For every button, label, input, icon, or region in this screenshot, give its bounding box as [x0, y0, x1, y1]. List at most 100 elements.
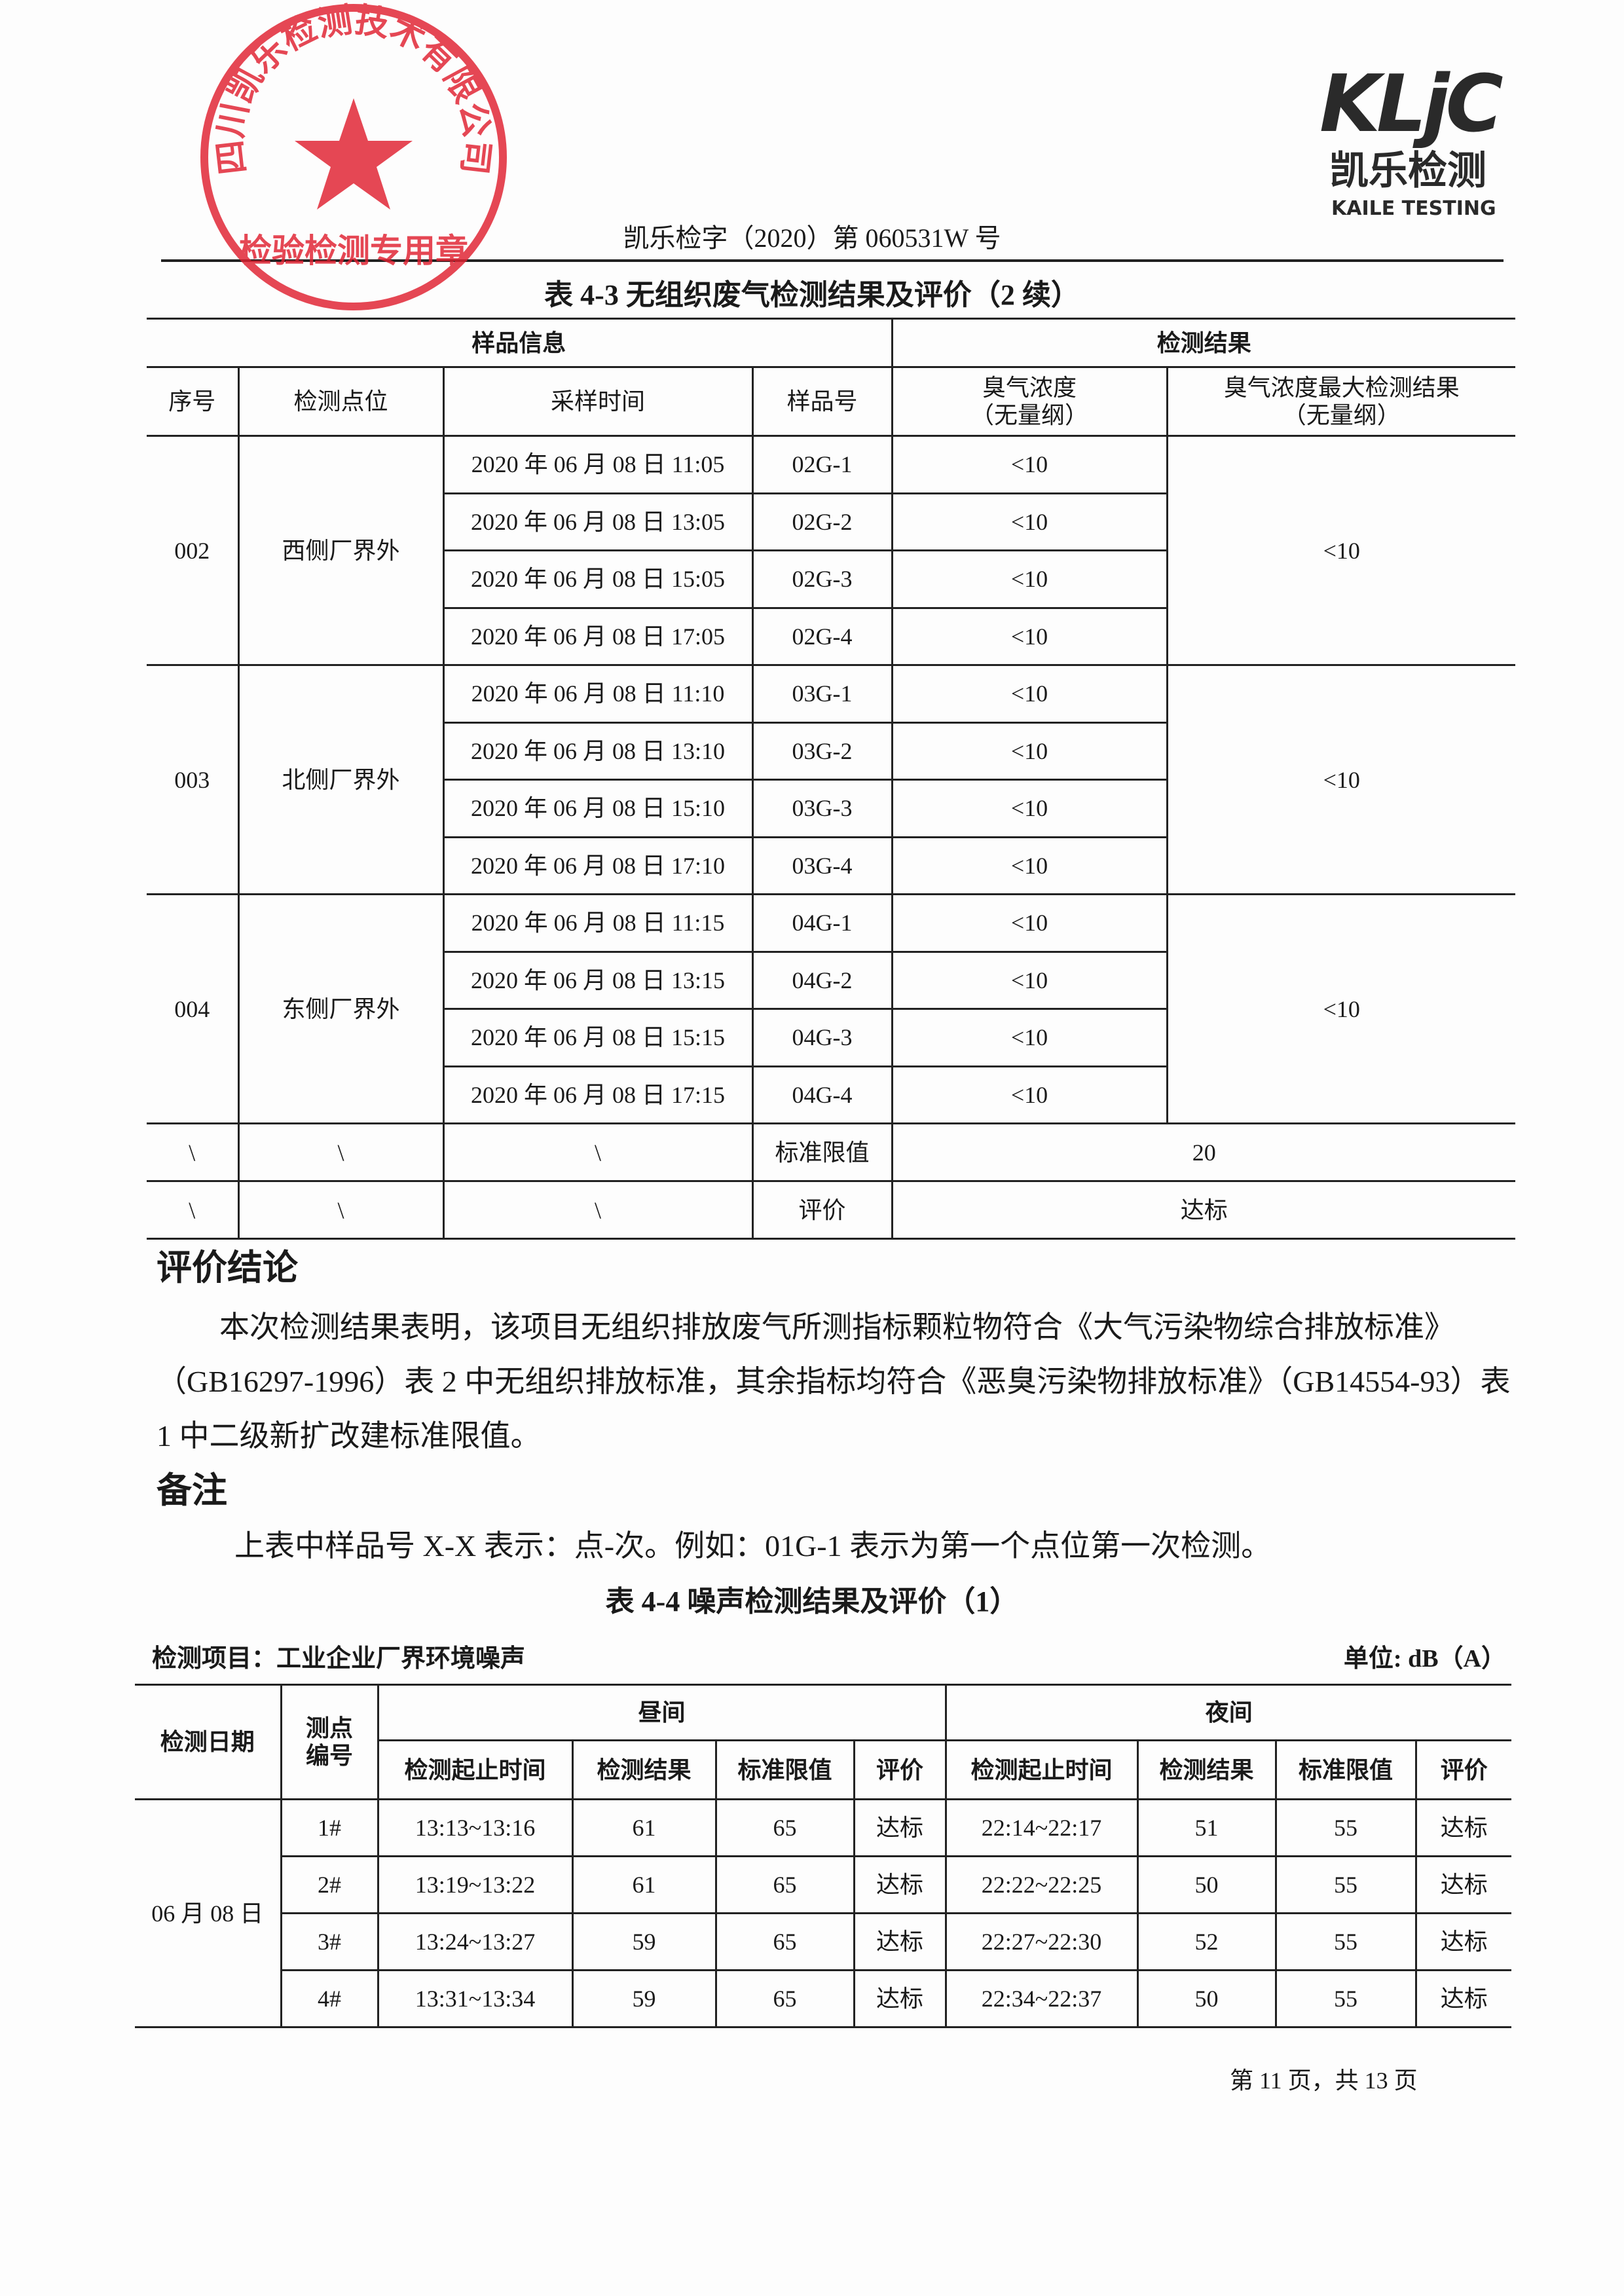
day-eval: 达标	[853, 1969, 947, 2028]
conclusion-text: 本次检测结果表明，该项目无组织排放废气所测指标颗粒物符合《大气污染物综合排放标准…	[157, 1310, 1511, 1453]
sample-id: 03G-2	[751, 721, 893, 781]
table-row: 3# 13:24~13:27 59 65 达标 22:27~22:30 52 55 达标	[135, 1912, 1512, 1971]
placeholder-cell: \	[237, 1122, 445, 1182]
stamp-ring	[200, 4, 507, 310]
placeholder-cell: \	[237, 1180, 445, 1240]
day-time: 13:19~13:22	[377, 1855, 574, 1914]
night-limit: 55	[1274, 1912, 1417, 1971]
sub-header: 标准限值	[714, 1739, 855, 1800]
night-limit: 55	[1274, 1855, 1417, 1914]
sample-time: 2020 年 06 月 08 日 13:15	[443, 950, 754, 1010]
night-eval: 达标	[1414, 1798, 1512, 1857]
star-icon	[295, 98, 413, 210]
odor-value: <10	[891, 435, 1168, 494]
table43-title: 表 4-3 无组织废气检测结果及评价（2 续）	[544, 279, 1080, 311]
header-date: 检测日期	[135, 1684, 282, 1800]
conclusion-heading: 评价结论	[157, 1248, 298, 1287]
odor-results-table: 样品信息 检测结果 序号 检测点位 采样时间 样品号 臭气浓度 （无量纲） 臭气浓度最大检测结…	[147, 318, 1516, 1240]
sample-time: 2020 年 06 月 08 日 11:05	[442, 435, 754, 494]
sample-id: 03G-3	[751, 779, 893, 838]
column-header: 检测点位	[237, 366, 445, 437]
sample-time: 2020 年 06 月 08 日 15:05	[443, 549, 754, 609]
odor-value: <10	[891, 779, 1168, 838]
header-night: 夜间	[944, 1684, 1512, 1741]
sample-id: 03G-4	[751, 836, 893, 895]
sample-time: 2020 年 06 月 08 日 15:15	[443, 1008, 754, 1067]
day-time: 13:24~13:27	[377, 1912, 574, 1971]
point-location: 东侧厂界外	[237, 893, 445, 1124]
night-time: 22:14~22:17	[944, 1798, 1139, 1857]
summary-value: 达标	[891, 1180, 1516, 1240]
day-limit: 65	[714, 1969, 855, 2028]
sample-id: 02G-4	[751, 606, 893, 666]
header-day: 昼间	[377, 1684, 947, 1741]
odor-value: <10	[891, 1008, 1168, 1067]
table-row: 06 月 08 日 1# 13:13~13:16 61 65 达标 22:14~22:17 5…	[135, 1798, 1512, 2028]
odor-value: <10	[891, 721, 1168, 781]
unit-label: 单位: dB（A）	[1343, 1645, 1506, 1673]
header-test-results: 检测结果	[891, 318, 1516, 368]
night-time: 22:27~22:30	[944, 1912, 1139, 1971]
sample-time: 2020 年 06 月 08 日 13:10	[443, 721, 754, 781]
odor-value: <10	[891, 664, 1168, 724]
sample-time: 2020 年 06 月 08 日 17:05	[443, 606, 754, 666]
point-number: 004	[147, 893, 240, 1124]
table44-title: 表 4-4 噪声检测结果及评价（1）	[605, 1585, 1019, 1618]
summary-value: 20	[891, 1122, 1516, 1182]
night-time: 22:34~22:37	[944, 1969, 1139, 2028]
sample-time: 2020 年 06 月 08 日 11:10	[442, 664, 754, 724]
sample-id: 04G-3	[751, 1008, 893, 1067]
day-eval: 达标	[853, 1798, 947, 1857]
sample-id: 03G-1	[751, 664, 893, 724]
sub-header: 检测起止时间	[944, 1739, 1139, 1800]
point: 4#	[281, 1969, 379, 2028]
point-number: 002	[147, 435, 240, 666]
sub-header: 检测起止时间	[378, 1739, 574, 1800]
company-logo: KLjC	[1320, 59, 1504, 150]
night-eval: 达标	[1414, 1969, 1512, 2028]
sample-time: 2020 年 06 月 08 日 13:05	[443, 492, 754, 551]
sub-header: 检测结果	[571, 1739, 717, 1800]
group-header-row: 样品信息 检测结果	[147, 318, 1516, 368]
column-header: 采样时间	[442, 366, 754, 437]
sample-id: 02G-2	[751, 492, 893, 551]
sample-id: 02G-3	[751, 549, 893, 609]
odor-max: <10	[1166, 893, 1516, 1124]
table-row: 2020 年 06 月 08 日 15:05 02G-3 <10	[147, 549, 1515, 609]
table-row: 2020 年 06 月 08 日 15:15 04G-3 <10	[147, 1008, 1515, 1067]
sample-time: 2020 年 06 月 08 日 11:15	[442, 893, 754, 953]
column-header-row: 序号 检测点位 采样时间 样品号 臭气浓度 （无量纲） 臭气浓度最大检测结果 （无量纲）	[147, 366, 1516, 437]
logo-en-text: KAILE TESTING	[1331, 197, 1496, 220]
header-rule	[161, 259, 1504, 262]
test-item-label: 检测项目：工业企业厂界环境噪声	[152, 1645, 526, 1673]
remark-text: 上表中样品号 X-X 表示：点-次。例如：01G-1 表示为第一个点位第一次检测…	[234, 1529, 1272, 1563]
placeholder-cell: \	[442, 1180, 754, 1240]
column-header: 臭气浓度最大检测结果 （无量纲）	[1166, 366, 1516, 437]
night-time: 22:22~22:25	[944, 1855, 1139, 1914]
sample-time: 2020 年 06 月 08 日 17:10	[443, 836, 754, 895]
stamp-sub-text: 检验检测专用章	[239, 232, 468, 269]
night-eval: 达标	[1414, 1912, 1512, 1971]
sample-id: 04G-4	[751, 1065, 893, 1124]
page-number: 第 11 页，共 13 页	[1230, 2067, 1418, 2094]
column-header: 臭气浓度 （无量纲）	[891, 366, 1168, 437]
table-row: 004 东侧厂界外 2020 年 06 月 08 日 11:15 04G-1 <10 <1…	[147, 893, 1516, 1124]
header-row-1: 检测日期 测点 编号 昼间 夜间	[135, 1684, 1512, 1800]
odor-value: <10	[891, 836, 1168, 895]
placeholder-cell: \	[147, 1122, 240, 1182]
odor-value: <10	[891, 549, 1168, 609]
noise-results-table: 检测日期 测点 编号 昼间 夜间 检测起止时间 检测结果 标准限值 评价 检测起止时间 检测结果标…	[135, 1684, 1512, 2028]
odor-value: <10	[891, 1065, 1168, 1124]
sample-id: 04G-2	[751, 950, 893, 1010]
day-limit: 65	[714, 1855, 855, 1914]
column-header: 样品号	[751, 366, 893, 437]
day-eval: 达标	[853, 1855, 947, 1914]
table-row: 2020 年 06 月 08 日 13:10 03G-2 <10	[147, 721, 1515, 781]
sample-time: 2020 年 06 月 08 日 15:10	[443, 779, 754, 838]
table-row: 002 西侧厂界外 2020 年 06 月 08 日 11:05 02G-1 <10 <1…	[147, 435, 1516, 666]
sub-header: 评价	[853, 1739, 947, 1800]
night-limit: 55	[1274, 1798, 1417, 1857]
night-result: 52	[1136, 1912, 1277, 1971]
point-location: 西侧厂界外	[237, 435, 445, 666]
